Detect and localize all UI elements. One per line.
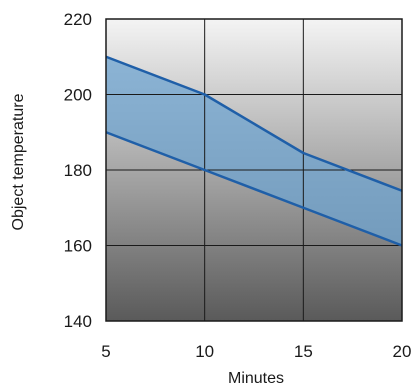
y-tick-label: 160 — [64, 237, 92, 256]
y-tick-label: 220 — [64, 10, 92, 29]
plot-frame — [105, 18, 403, 322]
y-tick-label: 180 — [64, 161, 92, 180]
y-axis-title: Object temperature — [10, 93, 27, 230]
range-band — [106, 56, 402, 246]
y-tick-label: 140 — [64, 312, 92, 331]
x-tick-label: 5 — [101, 342, 110, 361]
lower-bound-line — [105, 131, 403, 247]
x-tick-label: 20 — [393, 342, 412, 361]
x-tick-label: 15 — [294, 342, 313, 361]
upper-bound-line — [105, 55, 403, 192]
y-tick-label: 200 — [64, 86, 92, 105]
x-axis-title: Minutes — [228, 370, 284, 387]
x-tick-label: 10 — [195, 342, 214, 361]
